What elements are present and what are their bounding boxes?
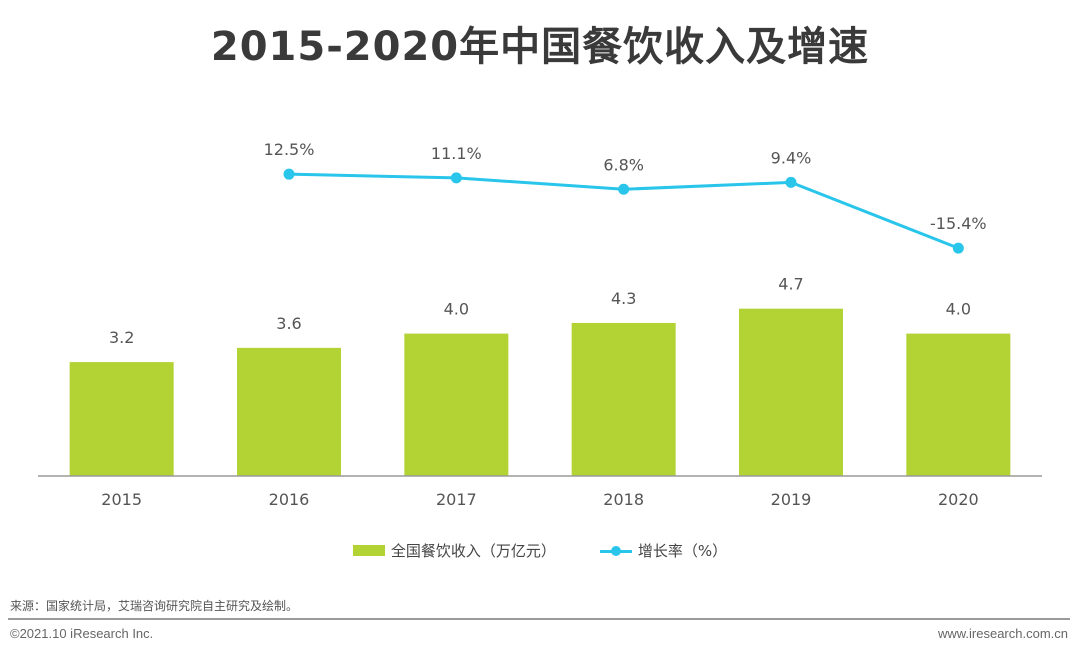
website-link[interactable]: www.iresearch.com.cn xyxy=(937,626,1068,641)
x-tick-2015: 2015 xyxy=(101,490,142,509)
x-tick-2020: 2020 xyxy=(938,490,979,509)
growth-point-2018 xyxy=(618,183,630,195)
bar-2018 xyxy=(571,322,676,476)
x-tick-labels: 2015 2016 2017 2018 2019 2020 xyxy=(101,490,978,509)
bar-2020 xyxy=(906,333,1011,476)
bar-label-2017: 4.0 xyxy=(444,300,469,319)
growth-label-2016: 12.5% xyxy=(264,140,315,159)
bar-label-2016: 3.6 xyxy=(276,314,301,333)
bar-label-2015: 3.2 xyxy=(109,328,134,347)
growth-point-2020 xyxy=(952,242,964,254)
bar-2015 xyxy=(69,362,174,476)
bar-data-labels: 3.2 3.6 4.0 4.3 4.7 4.0 xyxy=(109,275,971,347)
bar-series xyxy=(69,308,1011,476)
bar-2016 xyxy=(237,347,341,476)
legend-line-marker-icon xyxy=(599,545,632,557)
x-tick-2019: 2019 xyxy=(771,490,812,509)
legend-item-revenue: 全国餐饮收入（万亿元） xyxy=(352,540,556,561)
bar-label-2018: 4.3 xyxy=(611,289,636,308)
bar-label-2020: 4.0 xyxy=(946,300,971,319)
growth-label-2019: 9.4% xyxy=(771,148,812,167)
bar-2017 xyxy=(404,333,509,476)
legend-bar-swatch-icon xyxy=(352,545,385,556)
growth-label-2020: -15.4% xyxy=(930,214,987,233)
bar-2019 xyxy=(739,308,843,476)
legend-label-revenue: 全国餐饮收入（万亿元） xyxy=(390,542,556,560)
footer-divider xyxy=(8,618,1070,620)
growth-point-2017 xyxy=(450,172,462,184)
growth-label-2017: 11.1% xyxy=(431,144,482,163)
copyright: ©2021.10 iResearch Inc. xyxy=(10,626,154,641)
x-tick-2017: 2017 xyxy=(436,490,477,509)
legend-item-growth: 增长率（%） xyxy=(599,540,728,561)
x-tick-2018: 2018 xyxy=(603,490,644,509)
growth-rate-points xyxy=(283,168,964,254)
growth-point-2016 xyxy=(283,168,295,180)
growth-label-2018: 6.8% xyxy=(603,155,644,174)
legend: 全国餐饮收入（万亿元） 增长率（%） xyxy=(0,540,1080,561)
source-note: 来源：国家统计局，艾瑞咨询研究院自主研究及绘制。 xyxy=(10,599,299,613)
bar-label-2019: 4.7 xyxy=(778,275,803,294)
chart-title: 2015-2020年中国餐饮收入及增速 xyxy=(210,24,870,70)
growth-rate-labels: 12.5% 11.1% 6.8% 9.4% -15.4% xyxy=(264,140,987,233)
legend-label-growth: 增长率（%） xyxy=(637,542,728,560)
x-tick-2016: 2016 xyxy=(269,490,310,509)
growth-point-2019 xyxy=(785,176,797,188)
